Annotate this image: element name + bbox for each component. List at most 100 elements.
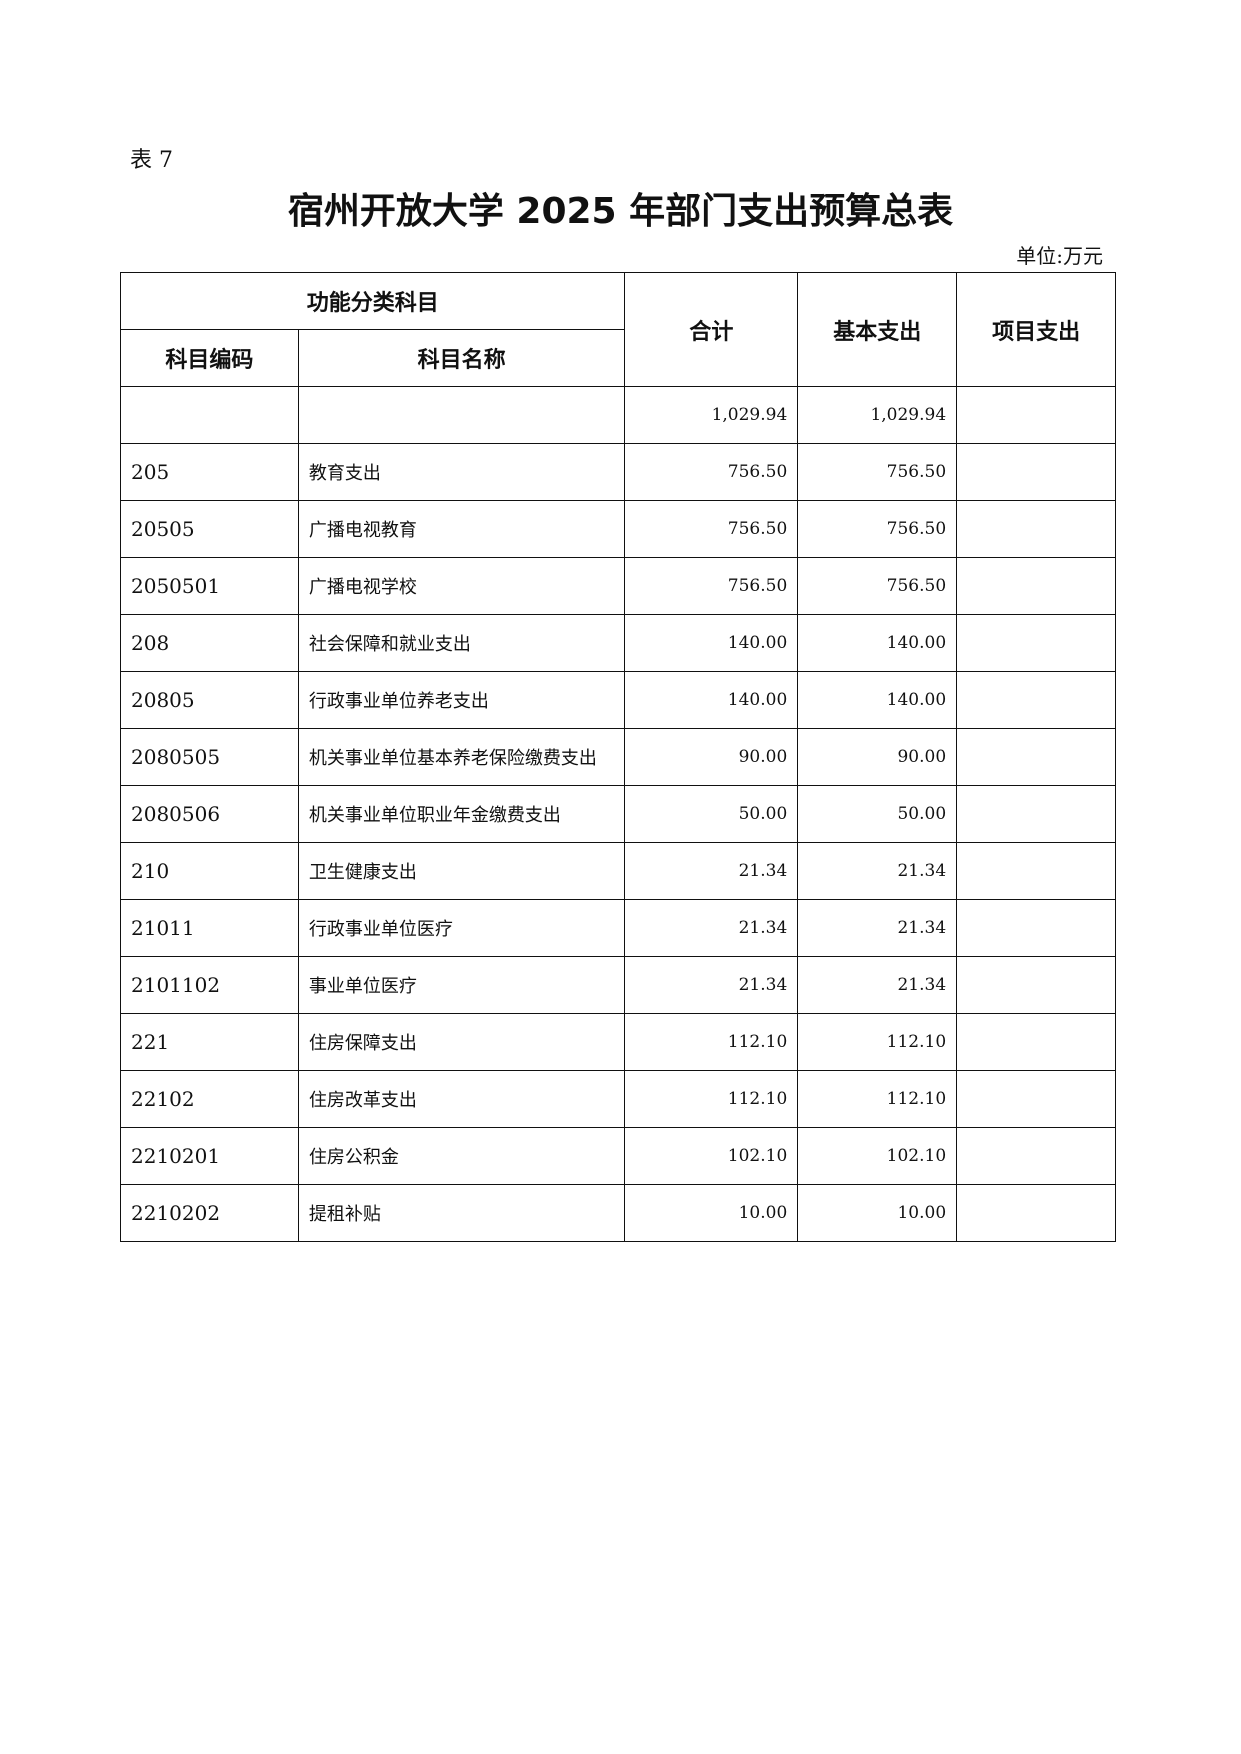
cell-project xyxy=(956,956,1116,1014)
cell-basic: 50.00 xyxy=(797,785,958,843)
cell-basic: 756.50 xyxy=(797,557,958,615)
cell-code: 2210202 xyxy=(120,1184,299,1242)
cell-basic: 21.34 xyxy=(797,899,958,957)
cell-total: 140.00 xyxy=(624,614,799,672)
cell-name: 行政事业单位养老支出 xyxy=(297,671,626,729)
table-row: 1,029.94 1,029.94 xyxy=(120,386,1116,444)
cell-basic: 21.34 xyxy=(797,842,958,900)
cell-basic: 756.50 xyxy=(797,500,958,558)
cell-code: 2210201 xyxy=(120,1127,299,1185)
budget-table: 功能分类科目 合计 基本支出 项目支出 科目编码 科目名称 1,029.94 1,… xyxy=(119,272,1116,1242)
table-row: 205 教育支出 756.50 756.50 xyxy=(120,443,1116,501)
cell-total: 756.50 xyxy=(624,500,799,558)
cell-name: 卫生健康支出 xyxy=(297,842,626,900)
cell-code: 2080506 xyxy=(120,785,299,843)
header-total: 合计 xyxy=(624,272,799,387)
cell-basic: 112.10 xyxy=(797,1013,958,1071)
table-number: 表 7 xyxy=(130,148,173,173)
unit-label: 单位:万元 xyxy=(1016,244,1103,268)
table-row: 22102 住房改革支出 112.10 112.10 xyxy=(120,1070,1116,1128)
table-row: 2080506 机关事业单位职业年金缴费支出 50.00 50.00 xyxy=(120,785,1116,843)
cell-code: 205 xyxy=(120,443,299,501)
cell-project xyxy=(956,614,1116,672)
cell-name: 行政事业单位医疗 xyxy=(297,899,626,957)
cell-project xyxy=(956,671,1116,729)
cell-project xyxy=(956,386,1116,444)
cell-total: 102.10 xyxy=(624,1127,799,1185)
cell-name: 提租补贴 xyxy=(297,1184,626,1242)
header-basic: 基本支出 xyxy=(797,272,958,387)
cell-project xyxy=(956,1127,1116,1185)
header-function-classification: 功能分类科目 xyxy=(119,272,626,330)
cell-code: 22102 xyxy=(120,1070,299,1128)
cell-project xyxy=(956,443,1116,501)
cell-basic: 90.00 xyxy=(797,728,958,786)
cell-name: 住房公积金 xyxy=(297,1127,626,1185)
cell-total: 21.34 xyxy=(624,842,799,900)
cell-name: 事业单位医疗 xyxy=(297,956,626,1014)
cell-name: 广播电视学校 xyxy=(297,557,626,615)
cell-total: 756.50 xyxy=(624,443,799,501)
cell-total: 10.00 xyxy=(624,1184,799,1242)
table-row: 2210202 提租补贴 10.00 10.00 xyxy=(120,1184,1116,1242)
cell-project xyxy=(956,500,1116,558)
cell-project xyxy=(956,1184,1116,1242)
cell-basic: 102.10 xyxy=(797,1127,958,1185)
cell-project xyxy=(956,785,1116,843)
cell-code: 210 xyxy=(120,842,299,900)
cell-total: 756.50 xyxy=(624,557,799,615)
table-row: 2050501 广播电视学校 756.50 756.50 xyxy=(120,557,1116,615)
cell-basic: 10.00 xyxy=(797,1184,958,1242)
cell-code: 2080505 xyxy=(120,728,299,786)
cell-code: 20805 xyxy=(120,671,299,729)
cell-name: 教育支出 xyxy=(297,443,626,501)
cell-basic: 21.34 xyxy=(797,956,958,1014)
table-row: 21011 行政事业单位医疗 21.34 21.34 xyxy=(120,899,1116,957)
cell-project xyxy=(956,899,1116,957)
table-row: 20805 行政事业单位养老支出 140.00 140.00 xyxy=(120,671,1116,729)
cell-total: 21.34 xyxy=(624,956,799,1014)
cell-code xyxy=(120,386,299,444)
cell-code: 221 xyxy=(120,1013,299,1071)
table-row: 221 住房保障支出 112.10 112.10 xyxy=(120,1013,1116,1071)
table-row: 2101102 事业单位医疗 21.34 21.34 xyxy=(120,956,1116,1014)
cell-project xyxy=(956,557,1116,615)
cell-code: 21011 xyxy=(120,899,299,957)
header-project: 项目支出 xyxy=(956,272,1116,387)
cell-basic: 140.00 xyxy=(797,671,958,729)
cell-total: 50.00 xyxy=(624,785,799,843)
cell-project xyxy=(956,842,1116,900)
cell-total: 1,029.94 xyxy=(624,386,799,444)
cell-basic: 112.10 xyxy=(797,1070,958,1128)
table-row: 20505 广播电视教育 756.50 756.50 xyxy=(120,500,1116,558)
cell-basic: 1,029.94 xyxy=(797,386,958,444)
header-name: 科目名称 xyxy=(297,329,626,387)
cell-code: 20505 xyxy=(120,500,299,558)
cell-total: 21.34 xyxy=(624,899,799,957)
cell-total: 112.10 xyxy=(624,1070,799,1128)
cell-total: 140.00 xyxy=(624,671,799,729)
table-row: 208 社会保障和就业支出 140.00 140.00 xyxy=(120,614,1116,672)
cell-name: 住房改革支出 xyxy=(297,1070,626,1128)
cell-total: 90.00 xyxy=(624,728,799,786)
table-row: 2210201 住房公积金 102.10 102.10 xyxy=(120,1127,1116,1185)
cell-project xyxy=(956,1070,1116,1128)
cell-basic: 756.50 xyxy=(797,443,958,501)
cell-code: 208 xyxy=(120,614,299,672)
cell-name: 广播电视教育 xyxy=(297,500,626,558)
table-row: 2080505 机关事业单位基本养老保险缴费支出 90.00 90.00 xyxy=(120,728,1116,786)
cell-project xyxy=(956,1013,1116,1071)
header-code: 科目编码 xyxy=(120,329,299,387)
cell-name xyxy=(297,386,626,444)
cell-total: 112.10 xyxy=(624,1013,799,1071)
cell-name: 机关事业单位职业年金缴费支出 xyxy=(297,785,626,843)
cell-project xyxy=(956,728,1116,786)
table-row: 210 卫生健康支出 21.34 21.34 xyxy=(120,842,1116,900)
cell-basic: 140.00 xyxy=(797,614,958,672)
cell-name: 社会保障和就业支出 xyxy=(297,614,626,672)
cell-name: 机关事业单位基本养老保险缴费支出 xyxy=(297,728,626,786)
cell-code: 2101102 xyxy=(120,956,299,1014)
page-title: 宿州开放大学 2025 年部门支出预算总表 xyxy=(287,191,954,232)
cell-name: 住房保障支出 xyxy=(297,1013,626,1071)
cell-code: 2050501 xyxy=(120,557,299,615)
